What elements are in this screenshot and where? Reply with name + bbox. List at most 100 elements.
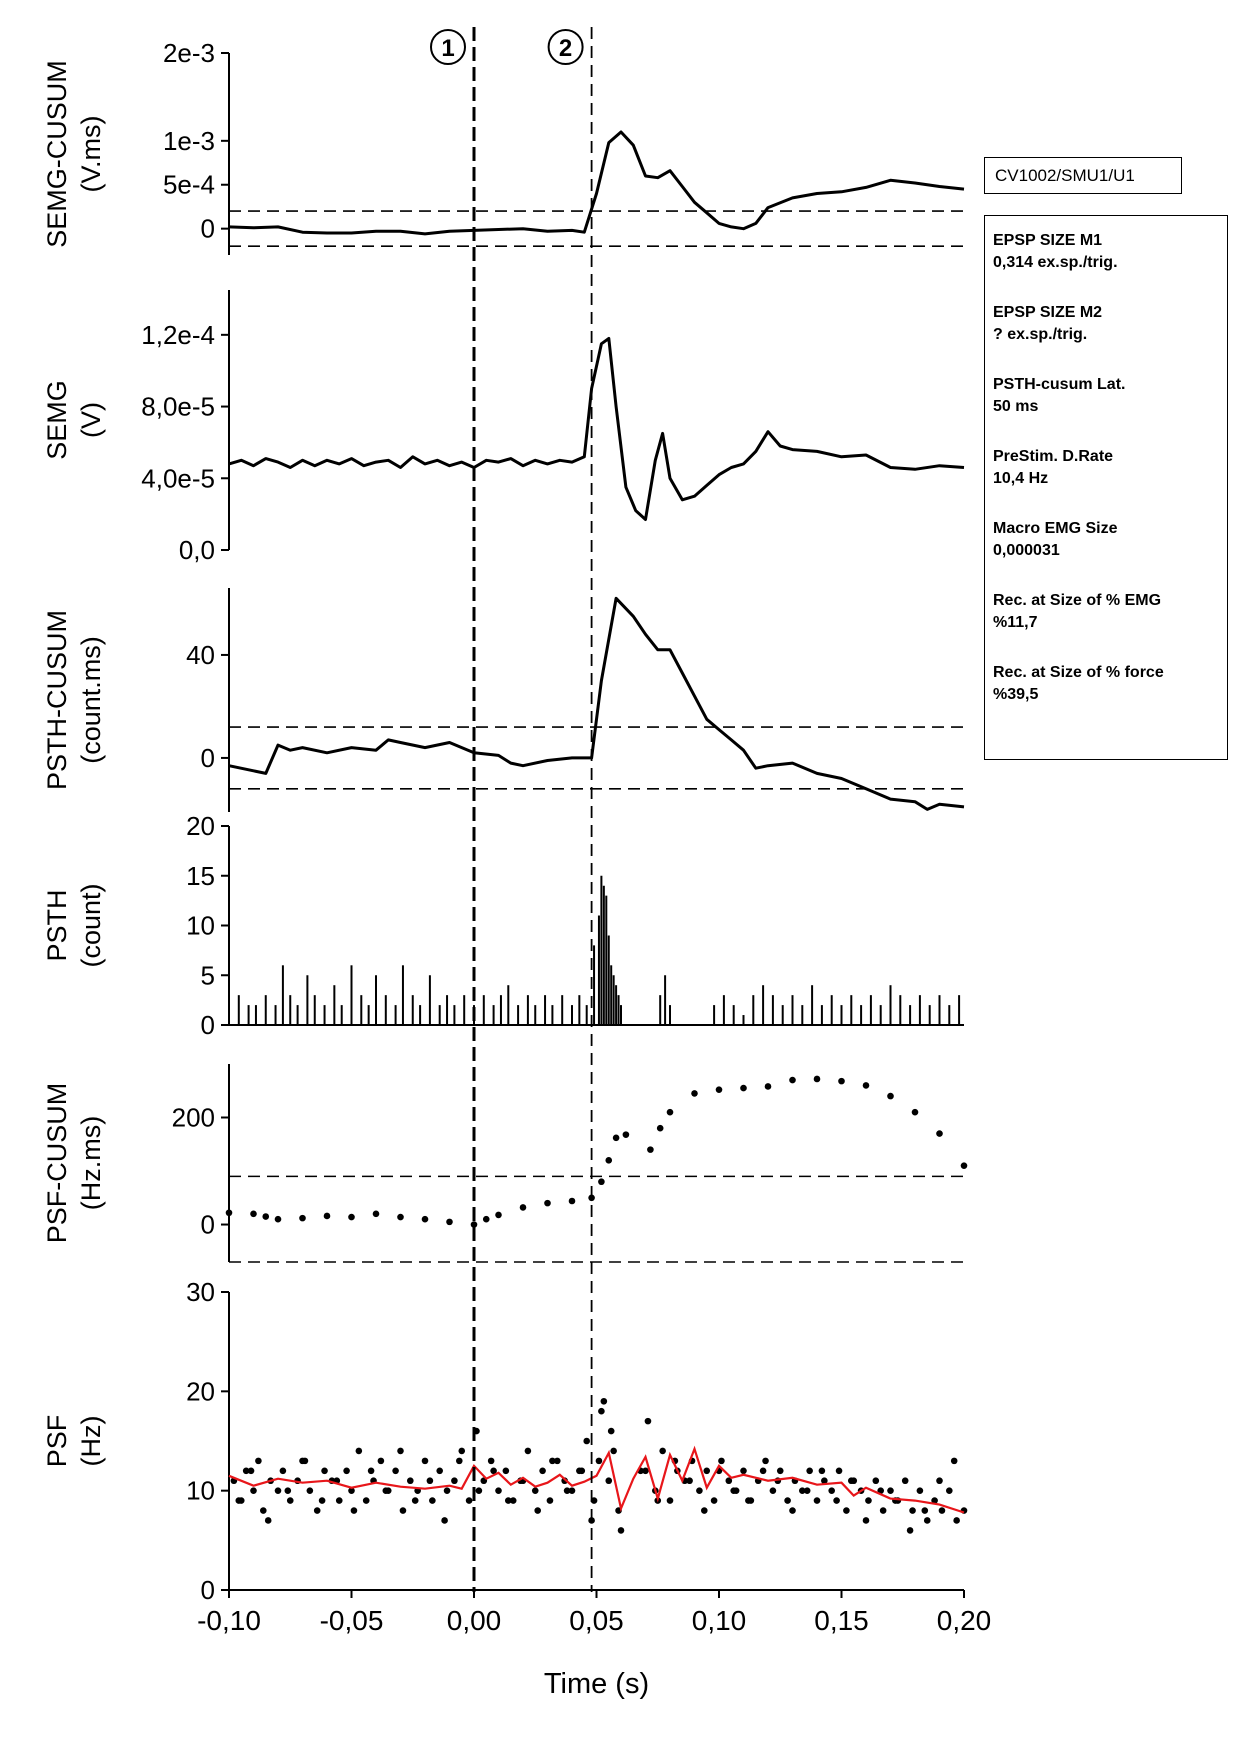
data-point <box>348 1214 355 1221</box>
data-point <box>922 1507 929 1514</box>
panel-psth-cusum: 040PSTH-CUSUM (count.ms) <box>42 588 964 812</box>
data-point <box>336 1497 343 1504</box>
info-entry-rec-emg: Rec. at Size of % EMG %11,7 <box>993 590 1227 634</box>
data-point <box>863 1517 870 1524</box>
data-point <box>532 1487 539 1494</box>
y-tick-label: 0 <box>201 1210 215 1240</box>
y-axis-unit: (count.ms) <box>76 636 106 764</box>
info-value: ? ex.sp./trig. <box>993 324 1227 346</box>
data-point <box>836 1468 843 1475</box>
data-point <box>605 1157 612 1164</box>
data-point <box>745 1497 752 1504</box>
data-point <box>659 1448 666 1455</box>
panels: 0 5e-4 1e-3 2e-3 SEMG-CUSUM (V.ms) 0,0 4,0e-5 8,… <box>42 38 967 1605</box>
data-point <box>598 1178 605 1185</box>
data-point <box>819 1468 826 1475</box>
data-point <box>946 1487 953 1494</box>
data-point <box>275 1487 282 1494</box>
time-axis: -0,10 -0,05 0,00 0,05 0,10 0,15 0,20Time (s) <box>197 1590 991 1700</box>
data-point <box>544 1200 551 1207</box>
data-point <box>848 1477 855 1484</box>
data-point <box>762 1458 769 1465</box>
data-point <box>547 1497 554 1504</box>
data-point <box>953 1517 960 1524</box>
data-point <box>539 1468 546 1475</box>
data-point <box>579 1468 586 1475</box>
y-tick-label: 20 <box>186 811 215 841</box>
info-panel: EPSP SIZE M1 0,314 ex.sp./trig. EPSP SIZ… <box>984 215 1228 760</box>
data-point <box>373 1211 380 1218</box>
data-point <box>483 1216 490 1223</box>
data-point <box>458 1448 465 1455</box>
info-title: PreStim. D.Rate <box>993 446 1227 468</box>
y-tick-label: 10 <box>186 911 215 941</box>
y-tick-label: 4,0e-5 <box>141 463 215 493</box>
data-point <box>939 1507 946 1514</box>
data-point <box>902 1477 909 1484</box>
data-point <box>471 1221 478 1228</box>
series-line <box>229 338 964 519</box>
data-point <box>701 1507 708 1514</box>
data-point <box>961 1162 968 1169</box>
y-tick-label: 200 <box>172 1103 215 1133</box>
y-tick-label: 0 <box>201 1010 215 1040</box>
info-value: 0,000031 <box>993 540 1227 562</box>
data-point <box>596 1458 603 1465</box>
data-point <box>422 1458 429 1465</box>
data-point <box>250 1487 257 1494</box>
data-point <box>718 1458 725 1465</box>
y-tick-label: 0 <box>201 1575 215 1605</box>
data-point <box>873 1477 880 1484</box>
data-point <box>422 1216 429 1223</box>
y-tick-label: 8,0e-5 <box>141 392 215 422</box>
data-point <box>789 1507 796 1514</box>
data-point <box>838 1078 845 1085</box>
data-point <box>887 1487 894 1494</box>
data-point <box>647 1146 654 1153</box>
data-point <box>760 1468 767 1475</box>
data-point <box>525 1448 532 1455</box>
data-point <box>441 1517 448 1524</box>
marker-label: 2 <box>559 35 572 62</box>
data-point <box>226 1209 233 1216</box>
data-point <box>887 1093 894 1100</box>
data-point <box>549 1458 556 1465</box>
data-point <box>262 1213 269 1220</box>
data-point <box>427 1477 434 1484</box>
info-entry-rec-force: Rec. at Size of % force %39,5 <box>993 662 1227 706</box>
data-point <box>265 1517 272 1524</box>
data-point <box>255 1458 262 1465</box>
data-point <box>691 1090 698 1097</box>
data-point <box>703 1468 710 1475</box>
data-point <box>912 1109 919 1116</box>
data-point <box>686 1477 693 1484</box>
info-entry-macro-emg: Macro EMG Size 0,000031 <box>993 518 1227 562</box>
data-point <box>740 1085 747 1092</box>
data-point <box>476 1487 483 1494</box>
y-axis-label: PSTH <box>42 889 72 961</box>
data-point <box>564 1487 571 1494</box>
info-title: Rec. at Size of % force <box>993 662 1227 684</box>
y-axis-unit: (V) <box>76 402 106 438</box>
y-axis-label: SEMG-CUSUM <box>42 60 72 248</box>
data-point <box>601 1398 608 1405</box>
data-point <box>814 1076 821 1083</box>
data-point <box>833 1497 840 1504</box>
data-point <box>909 1507 916 1514</box>
panel-semg: 0,04,0e-58,0e-51,2e-4SEMG (V) <box>42 290 964 565</box>
y-axis-label: SEMG <box>42 380 72 460</box>
info-entry-prestim-rate: PreStim. D.Rate 10,4 Hz <box>993 446 1227 490</box>
data-point <box>260 1507 267 1514</box>
data-point <box>503 1468 510 1475</box>
data-point <box>777 1468 784 1475</box>
panel-psth: 0 5 10 15 20 PSTH (count) <box>42 811 964 1040</box>
data-point <box>451 1477 458 1484</box>
data-point <box>618 1527 625 1534</box>
series-line <box>229 132 964 234</box>
data-point <box>444 1487 451 1494</box>
y-tick-label: 20 <box>186 1376 215 1406</box>
data-point <box>730 1487 737 1494</box>
recording-id-box: CV1002/SMU1/U1 <box>984 157 1182 194</box>
info-title: PSTH-cusum Lat. <box>993 374 1227 396</box>
info-entry-epsp-m1: EPSP SIZE M1 0,314 ex.sp./trig. <box>993 230 1227 274</box>
